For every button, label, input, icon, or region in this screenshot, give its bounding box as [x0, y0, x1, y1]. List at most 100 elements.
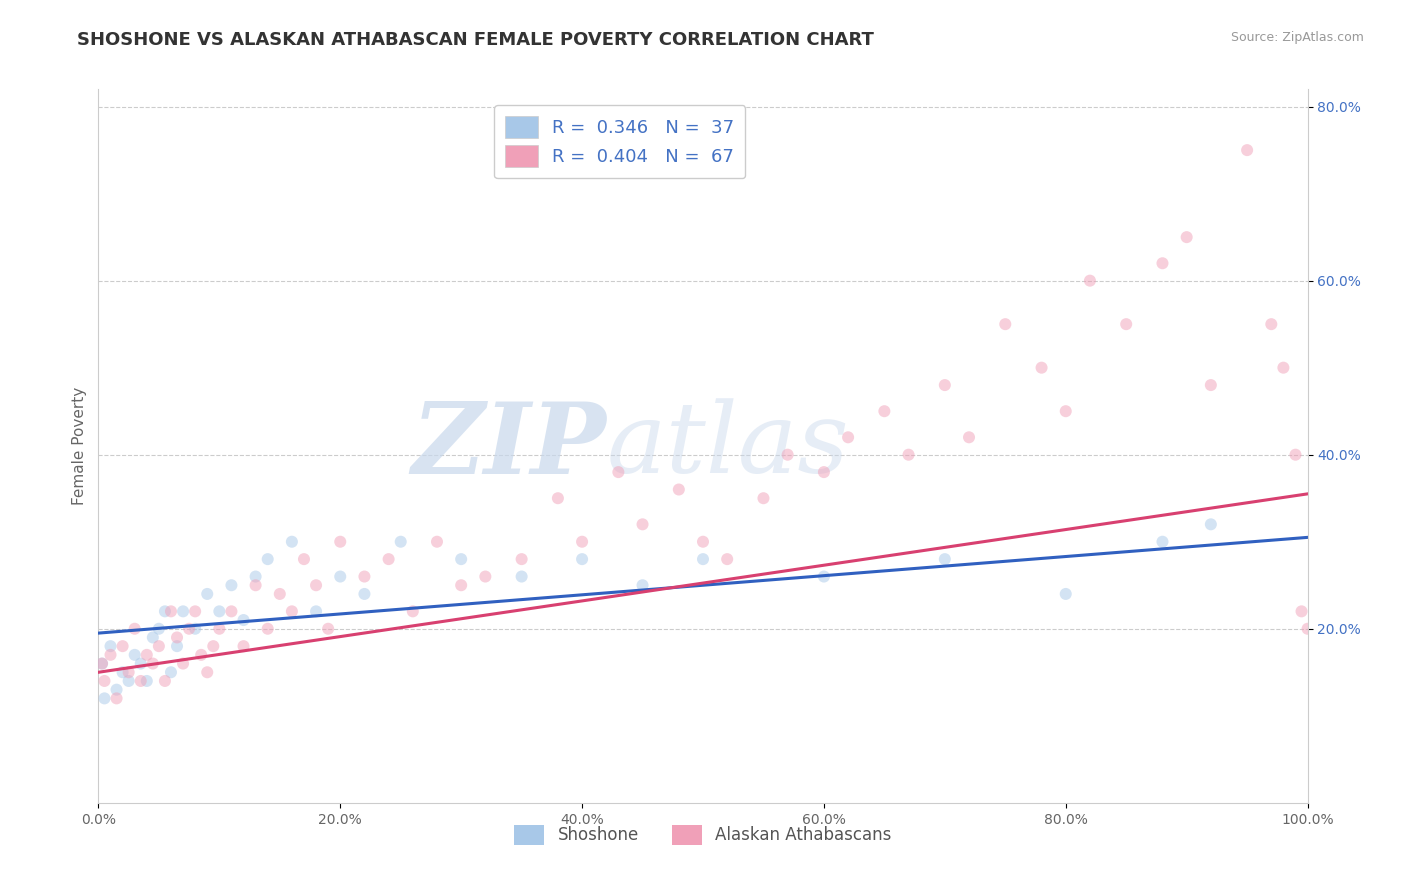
Point — [510, 569, 533, 583]
Point — [195, 665, 218, 680]
Point — [450, 552, 472, 566]
Point — [1260, 317, 1282, 331]
Point — [607, 465, 630, 479]
Point — [184, 622, 207, 636]
Point — [873, 404, 896, 418]
Point — [232, 639, 254, 653]
Point — [256, 622, 278, 636]
Text: ZIP: ZIP — [412, 398, 606, 494]
Point — [269, 587, 291, 601]
Point — [166, 631, 188, 645]
Point — [1031, 360, 1053, 375]
Text: Source: ZipAtlas.com: Source: ZipAtlas.com — [1230, 31, 1364, 45]
Point — [142, 657, 165, 671]
Point — [281, 604, 304, 618]
Point — [1291, 604, 1313, 618]
Point — [316, 622, 339, 636]
Point — [426, 534, 449, 549]
Point — [129, 673, 152, 688]
Point — [1152, 256, 1174, 270]
Point — [153, 673, 176, 688]
Point — [934, 378, 956, 392]
Point — [547, 491, 569, 506]
Point — [402, 604, 425, 618]
Point — [105, 691, 128, 706]
Point — [93, 691, 115, 706]
Point — [118, 665, 141, 680]
Point — [111, 665, 134, 680]
Point — [135, 673, 157, 688]
Point — [148, 639, 170, 653]
Point — [153, 604, 176, 618]
Point — [179, 622, 201, 636]
Point — [129, 657, 152, 671]
Point — [692, 552, 714, 566]
Point — [1054, 587, 1077, 601]
Point — [160, 604, 183, 618]
Point — [148, 622, 170, 636]
Point — [631, 517, 654, 532]
Point — [305, 604, 328, 618]
Point — [389, 534, 412, 549]
Point — [111, 639, 134, 653]
Point — [100, 648, 122, 662]
Point — [202, 639, 225, 653]
Point — [292, 552, 315, 566]
Point — [91, 657, 114, 671]
Point — [256, 552, 278, 566]
Point — [571, 552, 593, 566]
Point — [135, 648, 157, 662]
Point — [1152, 534, 1174, 549]
Point — [450, 578, 472, 592]
Point — [631, 578, 654, 592]
Point — [353, 587, 375, 601]
Point — [329, 534, 352, 549]
Point — [172, 604, 194, 618]
Y-axis label: Female Poverty: Female Poverty — [72, 387, 87, 505]
Point — [1054, 404, 1077, 418]
Point — [93, 673, 115, 688]
Point — [957, 430, 980, 444]
Legend: Shoshone, Alaskan Athabascans: Shoshone, Alaskan Athabascans — [508, 818, 898, 852]
Point — [692, 534, 714, 549]
Point — [668, 483, 690, 497]
Point — [813, 569, 835, 583]
Point — [353, 569, 375, 583]
Point — [1175, 230, 1198, 244]
Point — [752, 491, 775, 506]
Point — [934, 552, 956, 566]
Point — [329, 569, 352, 583]
Point — [184, 604, 207, 618]
Point — [1296, 622, 1319, 636]
Point — [281, 534, 304, 549]
Point — [208, 622, 231, 636]
Point — [195, 587, 218, 601]
Point — [510, 552, 533, 566]
Text: atlas: atlas — [606, 399, 849, 493]
Point — [190, 648, 212, 662]
Point — [142, 631, 165, 645]
Point — [232, 613, 254, 627]
Text: SHOSHONE VS ALASKAN ATHABASCAN FEMALE POVERTY CORRELATION CHART: SHOSHONE VS ALASKAN ATHABASCAN FEMALE PO… — [77, 31, 875, 49]
Point — [172, 657, 194, 671]
Point — [776, 448, 799, 462]
Point — [1236, 143, 1258, 157]
Point — [91, 657, 114, 671]
Point — [813, 465, 835, 479]
Point — [837, 430, 859, 444]
Point — [571, 534, 593, 549]
Point — [1199, 517, 1222, 532]
Point — [124, 622, 146, 636]
Point — [100, 639, 122, 653]
Point — [1115, 317, 1137, 331]
Point — [118, 673, 141, 688]
Point — [160, 665, 183, 680]
Point — [245, 578, 267, 592]
Point — [1272, 360, 1295, 375]
Point — [1078, 274, 1101, 288]
Point — [474, 569, 496, 583]
Point — [305, 578, 328, 592]
Point — [994, 317, 1017, 331]
Point — [1199, 378, 1222, 392]
Point — [377, 552, 399, 566]
